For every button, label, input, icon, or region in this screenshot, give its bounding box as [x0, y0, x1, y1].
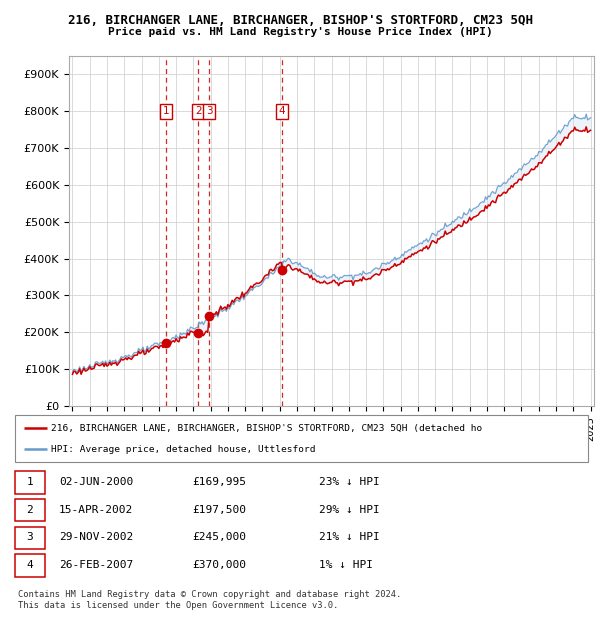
Text: 1% ↓ HPI: 1% ↓ HPI: [319, 560, 373, 570]
Text: 2: 2: [26, 505, 33, 515]
Text: HPI: Average price, detached house, Uttlesford: HPI: Average price, detached house, Uttl…: [51, 445, 316, 454]
Text: Contains HM Land Registry data © Crown copyright and database right 2024.
This d: Contains HM Land Registry data © Crown c…: [18, 590, 401, 609]
Text: 216, BIRCHANGER LANE, BIRCHANGER, BISHOP'S STORTFORD, CM23 5QH (detached ho: 216, BIRCHANGER LANE, BIRCHANGER, BISHOP…: [51, 423, 482, 433]
Text: 1: 1: [163, 106, 169, 116]
Text: 4: 4: [278, 106, 285, 116]
Text: 3: 3: [26, 533, 33, 542]
Text: 29% ↓ HPI: 29% ↓ HPI: [319, 505, 379, 515]
Bar: [15, 554, 45, 577]
Text: Price paid vs. HM Land Registry's House Price Index (HPI): Price paid vs. HM Land Registry's House …: [107, 27, 493, 37]
Text: 29-NOV-2002: 29-NOV-2002: [59, 533, 133, 542]
Text: 1: 1: [26, 477, 33, 487]
Text: £169,995: £169,995: [193, 477, 247, 487]
Text: £370,000: £370,000: [193, 560, 247, 570]
Text: 26-FEB-2007: 26-FEB-2007: [59, 560, 133, 570]
Text: 21% ↓ HPI: 21% ↓ HPI: [319, 533, 379, 542]
Text: 15-APR-2002: 15-APR-2002: [59, 505, 133, 515]
Text: £197,500: £197,500: [193, 505, 247, 515]
Text: 4: 4: [26, 560, 33, 570]
Text: 216, BIRCHANGER LANE, BIRCHANGER, BISHOP'S STORTFORD, CM23 5QH: 216, BIRCHANGER LANE, BIRCHANGER, BISHOP…: [67, 14, 533, 27]
Text: £245,000: £245,000: [193, 533, 247, 542]
Text: 2: 2: [195, 106, 202, 116]
Bar: [15, 499, 45, 521]
Text: 02-JUN-2000: 02-JUN-2000: [59, 477, 133, 487]
Text: 23% ↓ HPI: 23% ↓ HPI: [319, 477, 379, 487]
Bar: [15, 527, 45, 549]
Bar: [15, 471, 45, 494]
Text: 3: 3: [206, 106, 212, 116]
